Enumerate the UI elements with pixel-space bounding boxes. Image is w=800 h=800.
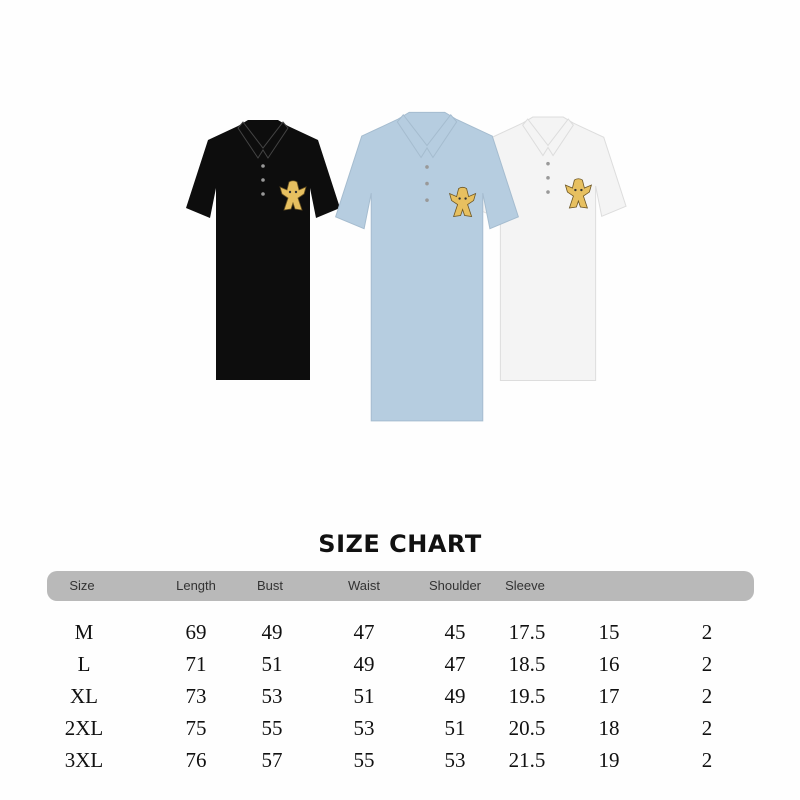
table-cell: L bbox=[77, 652, 91, 676]
table-cell: 51 bbox=[444, 716, 466, 740]
table-cell: 47 bbox=[444, 652, 466, 676]
table-cell: 2 bbox=[701, 620, 713, 644]
blue-polo-shirt bbox=[335, 111, 519, 422]
table-cell: 75 bbox=[185, 716, 207, 740]
smiley-emblem-icon bbox=[448, 186, 477, 218]
table-cell: 18 bbox=[598, 716, 620, 740]
table-cell: 55 bbox=[353, 748, 375, 772]
column-header-sleeve: Sleeve bbox=[505, 578, 545, 593]
size-chart-header-bar bbox=[47, 571, 754, 601]
shirt-body bbox=[335, 111, 519, 422]
white-polo-shirt bbox=[469, 116, 627, 381]
table-cell: 15 bbox=[598, 620, 620, 644]
table-cell: 19 bbox=[598, 748, 620, 772]
table-cell: 3XL bbox=[64, 748, 104, 772]
table-cell: 17.5 bbox=[508, 620, 546, 644]
table-cell: 49 bbox=[444, 684, 466, 708]
shirt-collar bbox=[237, 121, 289, 159]
table-cell: 45 bbox=[444, 620, 466, 644]
black-polo-shirt bbox=[186, 120, 340, 380]
column-header-length: Length bbox=[176, 578, 216, 593]
smiley-emblem-icon bbox=[279, 180, 307, 211]
table-cell: 69 bbox=[185, 620, 207, 644]
column-header-waist: Waist bbox=[347, 578, 381, 593]
column-header-size: Size bbox=[69, 578, 95, 593]
table-cell: 2XL bbox=[64, 716, 104, 740]
table-cell: 2 bbox=[701, 684, 713, 708]
table-cell: 53 bbox=[261, 684, 283, 708]
table-cell: 2 bbox=[701, 652, 713, 676]
size-chart-title: SIZE CHART bbox=[318, 530, 482, 558]
table-cell: 53 bbox=[444, 748, 466, 772]
table-cell: 55 bbox=[261, 716, 283, 740]
table-cell: 73 bbox=[185, 684, 207, 708]
table-cell: 19.5 bbox=[508, 684, 546, 708]
polo-shirts-photo bbox=[186, 111, 627, 422]
table-cell: 71 bbox=[185, 652, 207, 676]
table-cell: 57 bbox=[261, 748, 283, 772]
table-cell: 47 bbox=[353, 620, 375, 644]
table-cell: 17 bbox=[598, 684, 620, 708]
table-cell: 21.5 bbox=[508, 748, 546, 772]
shirt-body bbox=[186, 120, 340, 380]
shirt-collar bbox=[396, 113, 458, 159]
table-cell: 53 bbox=[353, 716, 375, 740]
table-cell: 16 bbox=[598, 652, 620, 676]
shirt-collar bbox=[522, 118, 574, 157]
table-cell: 2 bbox=[701, 748, 713, 772]
table-cell: XL bbox=[70, 684, 98, 708]
smiley-emblem-icon bbox=[564, 178, 593, 209]
table-cell: 18.5 bbox=[508, 652, 546, 676]
table-cell: 20.5 bbox=[508, 716, 546, 740]
table-cell: 49 bbox=[261, 620, 283, 644]
table-cell: 76 bbox=[185, 748, 207, 772]
table-cell: 51 bbox=[261, 652, 283, 676]
table-cell: M bbox=[74, 620, 94, 644]
table-cell: 49 bbox=[353, 652, 375, 676]
column-header-bust: Bust bbox=[256, 578, 284, 593]
table-cell: 2 bbox=[701, 716, 713, 740]
table-cell: 51 bbox=[353, 684, 375, 708]
column-header-shoulder: Shoulder bbox=[428, 578, 482, 593]
